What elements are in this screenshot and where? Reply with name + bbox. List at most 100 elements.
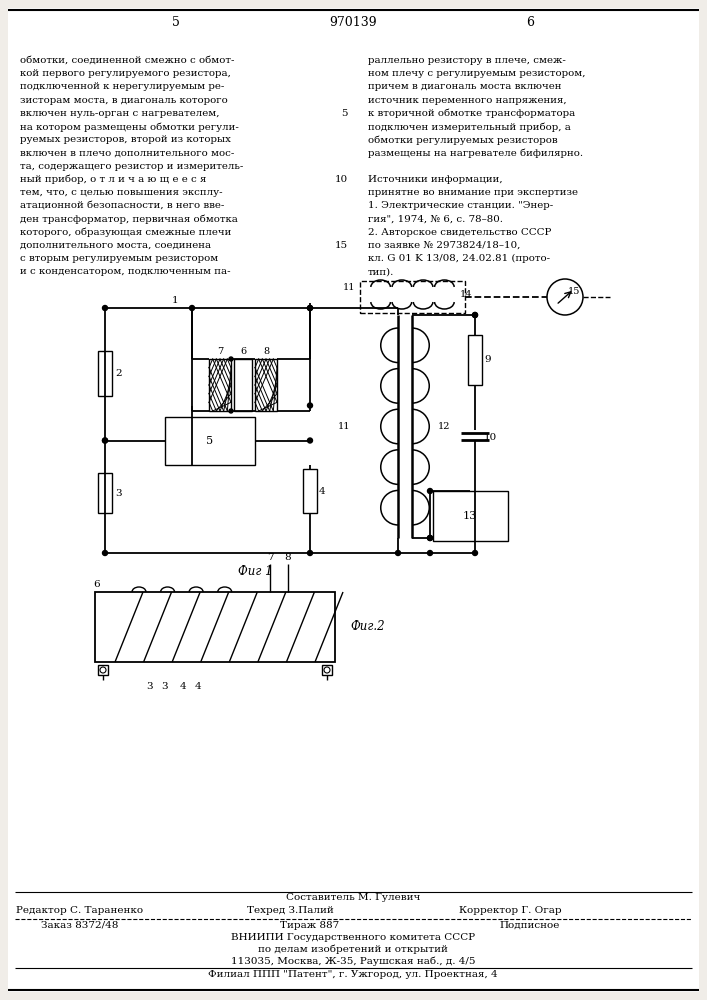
Text: 12: 12	[438, 422, 450, 431]
Text: по делам изобретений и открытий: по делам изобретений и открытий	[258, 945, 448, 954]
Text: обмотки регулируемых резисторов: обмотки регулируемых резисторов	[368, 135, 558, 145]
Text: 6: 6	[240, 347, 246, 356]
Circle shape	[103, 306, 107, 310]
Circle shape	[308, 403, 312, 408]
Text: Фиг 1: Фиг 1	[238, 565, 272, 578]
Bar	[98, 665, 108, 675]
Text: 5: 5	[172, 16, 180, 29]
Text: 13: 13	[463, 511, 477, 521]
Text: включен нуль-орган с нагревателем,: включен нуль-орган с нагревателем,	[20, 109, 219, 118]
Text: 10: 10	[484, 432, 497, 442]
Text: 6: 6	[526, 16, 534, 29]
Text: 970139: 970139	[329, 16, 377, 29]
Text: 8: 8	[263, 347, 269, 356]
Text: та, содержащего резистор и измеритель-: та, содержащего резистор и измеритель-	[20, 162, 243, 171]
Text: Фиг.2: Фиг.2	[350, 620, 385, 634]
Text: к вторичной обмотке трансформатора: к вторичной обмотке трансформатора	[368, 109, 575, 118]
Bar	[360, 281, 465, 313]
Text: размещены на нагревателе бифилярно.: размещены на нагревателе бифилярно.	[368, 148, 583, 158]
Text: 7: 7	[267, 553, 274, 562]
Text: причем в диагональ моста включен: причем в диагональ моста включен	[368, 82, 561, 91]
Circle shape	[103, 550, 107, 556]
Text: 15: 15	[335, 241, 348, 250]
Circle shape	[428, 536, 433, 540]
Text: и с конденсатором, подключенным па-: и с конденсатором, подключенным па-	[20, 267, 230, 276]
Text: 9: 9	[484, 356, 491, 364]
Text: источник переменного напряжения,: источник переменного напряжения,	[368, 96, 566, 105]
Bar	[95, 592, 335, 662]
Text: раллельно резистору в плече, смеж-: раллельно резистору в плече, смеж-	[368, 56, 566, 65]
Text: 5: 5	[341, 109, 348, 118]
Text: дополнительного моста, соединена: дополнительного моста, соединена	[20, 241, 211, 250]
Text: 3: 3	[162, 682, 168, 691]
Text: 11: 11	[337, 422, 350, 431]
Circle shape	[308, 438, 312, 443]
Circle shape	[103, 438, 107, 443]
Text: 6: 6	[93, 580, 100, 589]
Text: 10: 10	[335, 175, 348, 184]
Text: Филиал ППП "Патент", г. Ужгород, ул. Проектная, 4: Филиал ППП "Патент", г. Ужгород, ул. Про…	[208, 970, 498, 979]
Text: подключенной к нерегулируемым ре-: подключенной к нерегулируемым ре-	[20, 82, 224, 91]
Text: кл. G 01 K 13/08, 24.02.81 (прото-: кл. G 01 K 13/08, 24.02.81 (прото-	[368, 254, 550, 263]
Circle shape	[547, 279, 583, 315]
Text: которого, образующая смежные плечи: которого, образующая смежные плечи	[20, 228, 231, 237]
Bar	[322, 665, 332, 675]
Text: зисторам моста, в диагональ которого: зисторам моста, в диагональ которого	[20, 96, 228, 105]
Text: 113035, Москва, Ж-35, Раушская наб., д. 4/5: 113035, Москва, Ж-35, Раушская наб., д. …	[230, 957, 475, 966]
Text: 14: 14	[460, 290, 472, 299]
Text: 5: 5	[206, 436, 214, 446]
Text: с вторым регулируемым резистором: с вторым регулируемым резистором	[20, 254, 218, 263]
Text: подключен измерительный прибор, а: подключен измерительный прибор, а	[368, 122, 571, 131]
Circle shape	[308, 550, 312, 556]
Text: кой первого регулируемого резистора,: кой первого регулируемого резистора,	[20, 69, 231, 78]
Text: 1. Электрические станции. "Энер-: 1. Электрические станции. "Энер-	[368, 201, 554, 210]
Text: 3: 3	[146, 682, 153, 691]
Circle shape	[229, 357, 233, 361]
Bar	[98, 351, 112, 395]
Text: руемых резисторов, второй из которых: руемых резисторов, второй из которых	[20, 135, 231, 144]
Circle shape	[308, 306, 312, 310]
Text: 4: 4	[319, 487, 326, 495]
Text: гия", 1974, № 6, с. 78–80.: гия", 1974, № 6, с. 78–80.	[368, 214, 503, 223]
Bar	[433, 491, 508, 541]
Text: тип).: тип).	[368, 267, 395, 276]
Circle shape	[229, 409, 233, 413]
Bar	[98, 473, 112, 513]
Bar	[165, 416, 255, 464]
Text: 3: 3	[115, 488, 122, 497]
Text: Составитель М. Гулевич: Составитель М. Гулевич	[286, 893, 420, 902]
Text: тем, что, с целью повышения эксплу-: тем, что, с целью повышения эксплу-	[20, 188, 223, 197]
Bar	[303, 469, 317, 513]
Text: 4: 4	[180, 682, 187, 691]
Text: Тираж 887: Тираж 887	[281, 921, 339, 930]
Circle shape	[472, 312, 477, 318]
Circle shape	[428, 550, 433, 556]
Circle shape	[308, 306, 312, 310]
Circle shape	[472, 550, 477, 556]
Text: 11: 11	[342, 282, 355, 292]
Bar	[234, 359, 252, 411]
Text: 15: 15	[568, 288, 580, 296]
Text: принятне во внимание при экспертизе: принятне во внимание при экспертизе	[368, 188, 578, 197]
Text: 1: 1	[172, 296, 178, 305]
Text: 7: 7	[217, 347, 223, 356]
Text: ном плечу с регулируемым резистором,: ном плечу с регулируемым резистором,	[368, 69, 585, 78]
Text: ден трансформатор, первичная обмотка: ден трансформатор, первичная обмотка	[20, 214, 238, 224]
Text: Подписное: Подписное	[500, 921, 560, 930]
Circle shape	[103, 438, 107, 443]
Text: Корректор Г. Огар: Корректор Г. Огар	[459, 906, 561, 915]
Text: 2. Авторское свидетельство СССР: 2. Авторское свидетельство СССР	[368, 228, 551, 237]
Text: Техред З.Палий: Техред З.Палий	[247, 906, 334, 915]
Text: Редактор С. Тараненко: Редактор С. Тараненко	[16, 906, 144, 915]
Text: Источники информации,: Источники информации,	[368, 175, 503, 184]
Bar	[255, 359, 277, 411]
Text: 8: 8	[285, 553, 291, 562]
Text: 4: 4	[194, 682, 201, 691]
Text: Заказ 8372/48: Заказ 8372/48	[41, 921, 119, 930]
Bar	[209, 359, 231, 411]
Circle shape	[428, 536, 433, 540]
Text: ный прибор, о т л и ч а ю щ е е с я: ный прибор, о т л и ч а ю щ е е с я	[20, 175, 206, 184]
Text: обмотки, соединенной смежно с обмот-: обмотки, соединенной смежно с обмот-	[20, 56, 235, 65]
Text: на котором размещены обмотки регули-: на котором размещены обмотки регули-	[20, 122, 239, 131]
Text: ВНИИПИ Государственного комитета СССР: ВНИИПИ Государственного комитета СССР	[231, 933, 475, 942]
